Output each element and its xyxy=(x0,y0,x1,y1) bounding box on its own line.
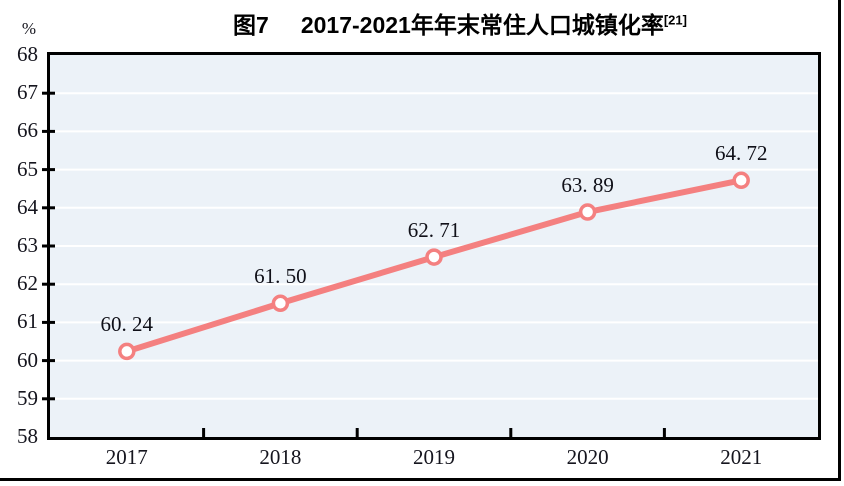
data-point-label: 60. 24 xyxy=(100,312,154,337)
data-point-label: 63. 89 xyxy=(561,173,614,197)
x-axis-label: 2018 xyxy=(259,445,302,469)
x-axis-label: 2020 xyxy=(566,445,609,469)
y-axis-label: 67 xyxy=(17,80,38,105)
y-axis-label: 68 xyxy=(17,42,38,66)
x-axis-label: 2017 xyxy=(105,445,148,469)
page-border-right xyxy=(838,0,841,481)
data-point xyxy=(118,342,136,361)
y-axis-label: 62 xyxy=(17,271,38,296)
chart-title-footnote-ref: [21] xyxy=(663,12,687,28)
y-axis-label: 65 xyxy=(17,156,38,181)
chart-title: 图7 2017-2021年年末常住人口城镇化率[21] xyxy=(80,6,840,40)
data-point-label: 62. 71 xyxy=(407,218,461,243)
chart-title-main: 2017-2021年年末常住人口城镇化率 xyxy=(300,12,664,38)
data-point xyxy=(425,248,443,266)
y-axis-label: 64 xyxy=(17,194,38,219)
y-axis-label: 59 xyxy=(17,385,38,410)
y-axis-unit-label: % xyxy=(21,19,36,38)
y-axis-label: 66 xyxy=(17,118,38,143)
x-axis-label: 2019 xyxy=(413,445,455,469)
y-axis-label: 60 xyxy=(17,347,38,372)
y-axis-label: 61 xyxy=(17,309,38,334)
data-point xyxy=(732,171,750,190)
chart-title-prefix: 图7 xyxy=(233,12,269,38)
data-point-label: 64. 72 xyxy=(714,141,768,166)
data-point xyxy=(271,294,290,313)
data-point-label: 61. 50 xyxy=(254,264,307,289)
y-axis-label: 63 xyxy=(17,233,38,257)
x-axis-label: 2021 xyxy=(720,445,763,469)
data-point xyxy=(578,203,597,221)
page-border-bottom xyxy=(0,478,841,481)
y-axis-label: 58 xyxy=(17,424,38,448)
